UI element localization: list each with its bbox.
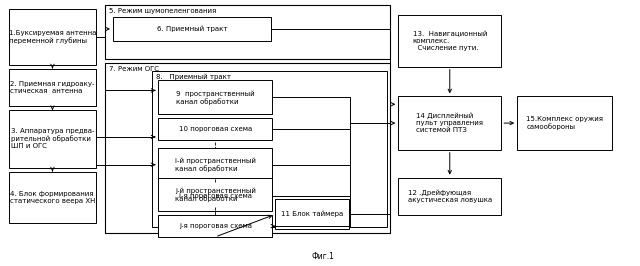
Bar [398,178,501,215]
Bar [159,185,273,207]
Bar [9,110,96,168]
Text: j-й пространственный
канал обработки: j-й пространственный канал обработки [175,187,256,202]
Bar [159,81,273,114]
Text: j-я пороговая схема: j-я пороговая схема [179,223,252,229]
Text: 12 .Дрейфующая
акустическая ловушка: 12 .Дрейфующая акустическая ловушка [408,190,492,203]
Bar [159,215,273,237]
Text: 7. Режим ОГС: 7. Режим ОГС [109,66,159,72]
Bar [9,69,96,106]
Text: 13.  Навигационный
комплекс.
  Счисление пути.: 13. Навигационный комплекс. Счисление пу… [413,31,487,51]
Bar [275,200,349,229]
Text: 4. Блок формирования
статического веера ХН: 4. Блок формирования статического веера … [10,191,95,204]
Bar [517,96,612,150]
Text: 1.Буксируемая антенна
переменной глубины: 1.Буксируемая антенна переменной глубины [9,30,96,44]
Bar [398,15,501,66]
Text: 9  пространственный
канал обработки: 9 пространственный канал обработки [176,90,255,105]
Bar [113,17,271,41]
Text: 15.Комплекс оружия
самообороны: 15.Комплекс оружия самообороны [526,116,604,130]
Bar [159,118,273,140]
Bar [105,5,390,59]
Text: Фиг.1: Фиг.1 [312,252,334,261]
Bar [9,9,96,65]
Text: 11 Блок таймера: 11 Блок таймера [281,211,343,218]
Text: 14 Дисплейный
пульт управления
системой ПТЗ: 14 Дисплейный пульт управления системой … [416,113,483,134]
Text: 3. Аппаратура предва-
рительной обработки
ШП и ОГС: 3. Аппаратура предва- рительной обработк… [11,128,94,149]
Bar [152,70,387,227]
Bar [159,178,273,211]
Text: 5. Режим шумопеленгования: 5. Режим шумопеленгования [109,8,216,14]
Bar [159,148,273,182]
Text: 8.   Приемный тракт: 8. Приемный тракт [156,74,230,80]
Text: i-я пороговая схема: i-я пороговая схема [179,193,252,200]
Text: 6. Приемный тракт: 6. Приемный тракт [157,26,227,32]
Bar [398,96,501,150]
Bar [105,63,390,233]
Text: i-й пространственный
канал обработки: i-й пространственный канал обработки [175,157,256,172]
Text: 10 пороговая схема: 10 пороговая схема [179,126,252,132]
Bar [9,172,96,223]
Text: 2. Приемная гидроаку-
стическая  антенна: 2. Приемная гидроаку- стическая антенна [10,81,95,94]
